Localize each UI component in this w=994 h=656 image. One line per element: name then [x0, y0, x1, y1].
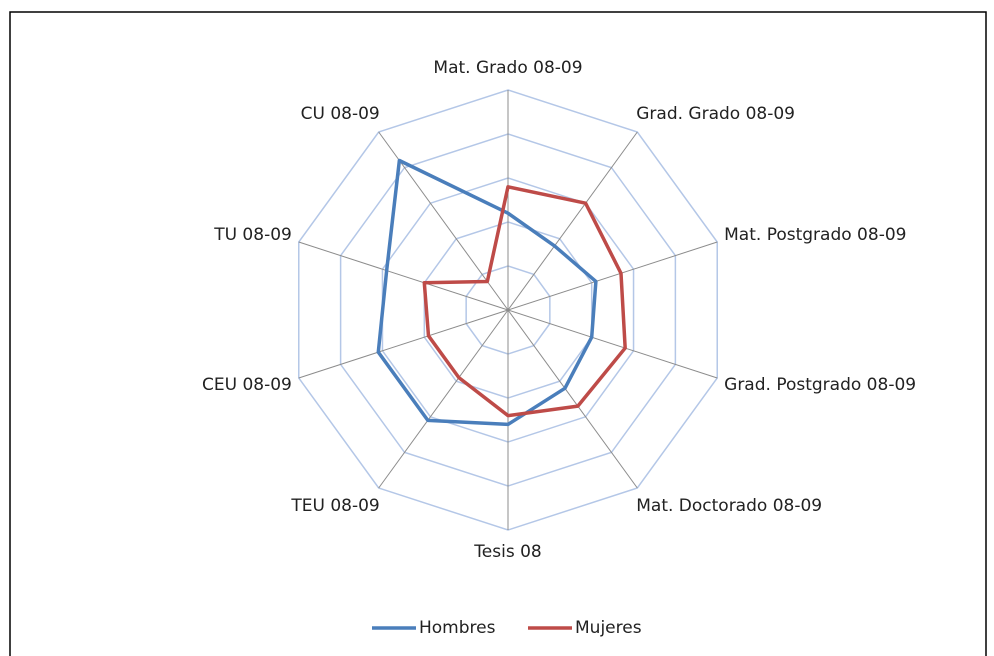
axis-label: TU 08-09	[213, 225, 292, 245]
axis-label: Grad. Postgrado 08-09	[724, 375, 916, 395]
axis-label: CU 08-09	[301, 104, 380, 124]
legend-label: Hombres	[419, 618, 496, 638]
chart-frame	[9, 11, 987, 656]
series-line	[422, 185, 627, 418]
axis-label: Grad. Grado 08-09	[636, 104, 795, 124]
axis-label: Mat. Postgrado 08-09	[724, 225, 906, 245]
legend-label: Mujeres	[575, 618, 642, 638]
axis-label: Mat. Grado 08-09	[433, 58, 582, 78]
axis-label: CEU 08-09	[202, 375, 292, 395]
spoke	[507, 131, 638, 311]
spoke	[298, 241, 509, 311]
series-line	[376, 158, 598, 427]
spoke	[507, 309, 638, 489]
spoke	[507, 241, 718, 311]
spoke	[298, 309, 509, 379]
spoke	[378, 309, 509, 489]
axis-label: Tesis 08	[473, 542, 541, 562]
axis-label: TEU 08-09	[290, 496, 379, 516]
axis-label: Mat. Doctorado 08-09	[636, 496, 822, 516]
spoke	[507, 309, 718, 379]
